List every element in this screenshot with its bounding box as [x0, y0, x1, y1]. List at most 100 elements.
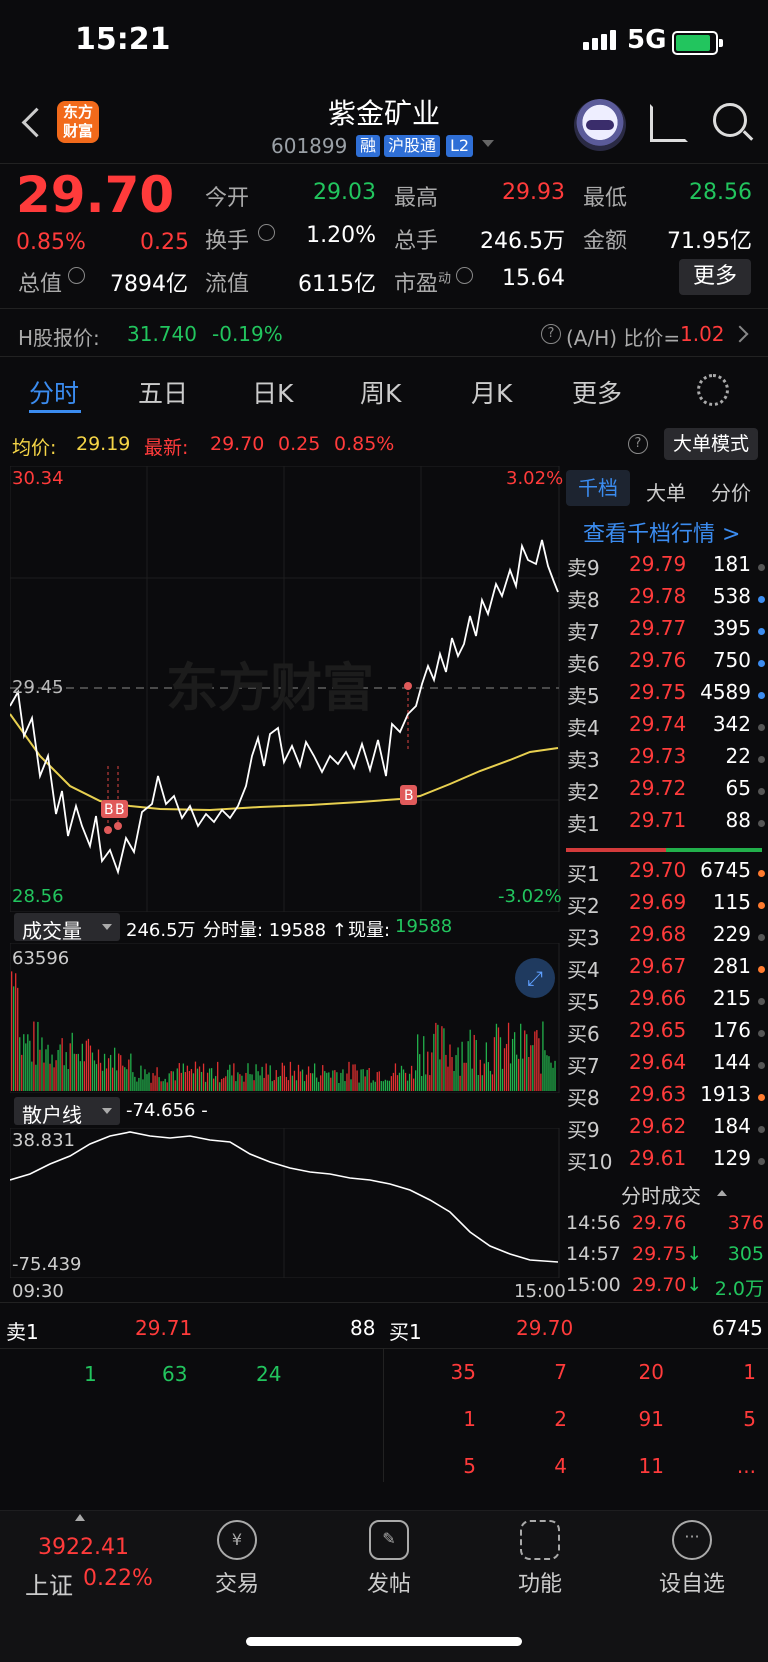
nav-trade[interactable]: ¥ 交易: [182, 1520, 292, 1598]
chevron-up-icon[interactable]: [75, 1514, 85, 1521]
more-button[interactable]: 更多: [679, 259, 751, 295]
tab-5day[interactable]: 五日: [138, 379, 189, 408]
trade-row: 14:56 29.76 376: [566, 1212, 764, 1234]
volume-bar: [95, 1064, 98, 1091]
big-order-mode-button[interactable]: 大单模式: [664, 428, 758, 460]
time-start: 09:30: [12, 1281, 64, 1302]
tab-big-orders[interactable]: 大单: [646, 481, 686, 505]
volume-bar: [433, 1033, 435, 1091]
bid-levels: 买1 29.70 6745 买2 29.69 115 买3 29.68 229 买4 29.67 28…: [567, 858, 765, 1178]
bid-row: 买9 29.62 184: [567, 1114, 765, 1146]
volume-bar: [219, 1082, 221, 1091]
assistant-robot-icon[interactable]: [574, 99, 626, 151]
volume-bar: [364, 1076, 366, 1091]
volume-bar: [158, 1077, 160, 1091]
volume-bar: [447, 1066, 449, 1091]
stock-name: 紫金矿业: [327, 97, 440, 130]
volume-bar: [516, 1054, 518, 1091]
volume-bar: [13, 986, 15, 1091]
volume-bar: [479, 1059, 481, 1091]
info-icon[interactable]: [68, 267, 85, 284]
queue-buy-label: 买1: [389, 1320, 422, 1344]
bottom-nav: [0, 1511, 768, 1662]
nav-watchlist[interactable]: ··· 设自选: [637, 1520, 747, 1598]
tab-weekly[interactable]: 周K: [360, 379, 402, 408]
volume-bar: [103, 1053, 106, 1091]
volume-bar: [332, 1070, 334, 1091]
tab-price-dist[interactable]: 分价: [711, 481, 751, 505]
volume-bar: [443, 1028, 445, 1091]
info-icon[interactable]: [258, 224, 275, 241]
ask-row: 卖5 29.75 4589: [567, 680, 765, 712]
tab-monthly[interactable]: 月K: [471, 379, 513, 408]
volume-bar: [408, 1073, 411, 1091]
volume-bar: [358, 1082, 360, 1091]
nav-functions[interactable]: 功能: [485, 1520, 595, 1598]
volume-bar: [213, 1078, 215, 1091]
more-dots-icon: ···: [672, 1520, 712, 1560]
volume-bar: [384, 1079, 386, 1091]
volume-indicator-select[interactable]: 成交量: [14, 913, 120, 943]
volume-bar: [410, 1065, 413, 1091]
volume-bar: [467, 1041, 469, 1091]
latest-chg: 0.25: [278, 433, 321, 455]
index-pct[interactable]: 0.22%: [83, 1566, 153, 1591]
volume-bar: [455, 1055, 457, 1091]
tab-thousand-levels[interactable]: 千档: [566, 470, 630, 506]
volume-bar: [23, 1034, 25, 1091]
info-icon[interactable]: [456, 267, 473, 284]
volume-bar: [196, 1068, 199, 1091]
hshare-change: -0.19%: [212, 322, 283, 346]
volume-bar: [485, 1042, 487, 1091]
hshare-price: 31.740: [127, 322, 197, 346]
volume-bar: [15, 973, 17, 1091]
volume-bar: [427, 1051, 429, 1091]
tag-l2: L2: [446, 135, 474, 157]
retail-indicator-select[interactable]: 散户线: [14, 1097, 120, 1127]
volume-bar: [318, 1081, 320, 1091]
volume-bar: [540, 1073, 542, 1091]
svg-text:B: B: [404, 788, 414, 804]
sell-order: 24: [256, 1362, 282, 1386]
volume-bar: [43, 1062, 45, 1091]
volume-bar: [227, 1069, 229, 1091]
expand-icon[interactable]: ⤢: [515, 958, 555, 998]
view-levels-link[interactable]: 查看千档行情 >: [583, 522, 741, 547]
volume-bar: [39, 1049, 41, 1091]
index-name[interactable]: 上证: [25, 1572, 73, 1600]
nav-post[interactable]: ✎ 发帖: [334, 1520, 444, 1598]
retail-min: -75.439: [12, 1254, 82, 1275]
volume-bar: [340, 1072, 342, 1091]
help-icon[interactable]: ?: [628, 434, 648, 454]
chevron-down-icon[interactable]: [482, 140, 494, 147]
tab-daily[interactable]: 日K: [252, 379, 294, 408]
volume-bar: [172, 1071, 174, 1091]
volume-bar: [301, 1069, 304, 1091]
volume-bar: [29, 1040, 31, 1091]
help-icon[interactable]: ?: [541, 324, 561, 344]
search-icon[interactable]: [713, 103, 747, 137]
index-value[interactable]: 3922.41: [38, 1535, 129, 1560]
volume-bar: [243, 1081, 245, 1091]
bid-row: 买7 29.64 144: [567, 1050, 765, 1082]
label-open: 今开: [205, 186, 250, 211]
ah-ratio-value: 1.02: [680, 322, 725, 346]
tag-hugutong: 沪股通: [384, 135, 441, 157]
volume-bar: [122, 1065, 124, 1091]
tab-intraday[interactable]: 分时: [29, 379, 80, 408]
volume-bar: [233, 1063, 235, 1091]
volume-bar: [546, 1055, 548, 1091]
volume-bar: [487, 1062, 490, 1091]
chevron-up-icon[interactable]: [717, 1190, 727, 1196]
tab-more[interactable]: 更多: [572, 379, 623, 408]
ask-row: 卖1 29.71 88: [567, 808, 765, 840]
volume-bar: [499, 1037, 502, 1091]
settings-icon[interactable]: [697, 374, 729, 406]
volume-bar: [415, 1070, 417, 1091]
chevron-right-icon[interactable]: [731, 325, 749, 343]
volume-bar: [277, 1076, 279, 1091]
share-icon[interactable]: [650, 104, 688, 142]
volume-bar: [311, 1073, 314, 1091]
label-volume: 总手: [394, 229, 439, 254]
volume-bar: [507, 1022, 510, 1091]
